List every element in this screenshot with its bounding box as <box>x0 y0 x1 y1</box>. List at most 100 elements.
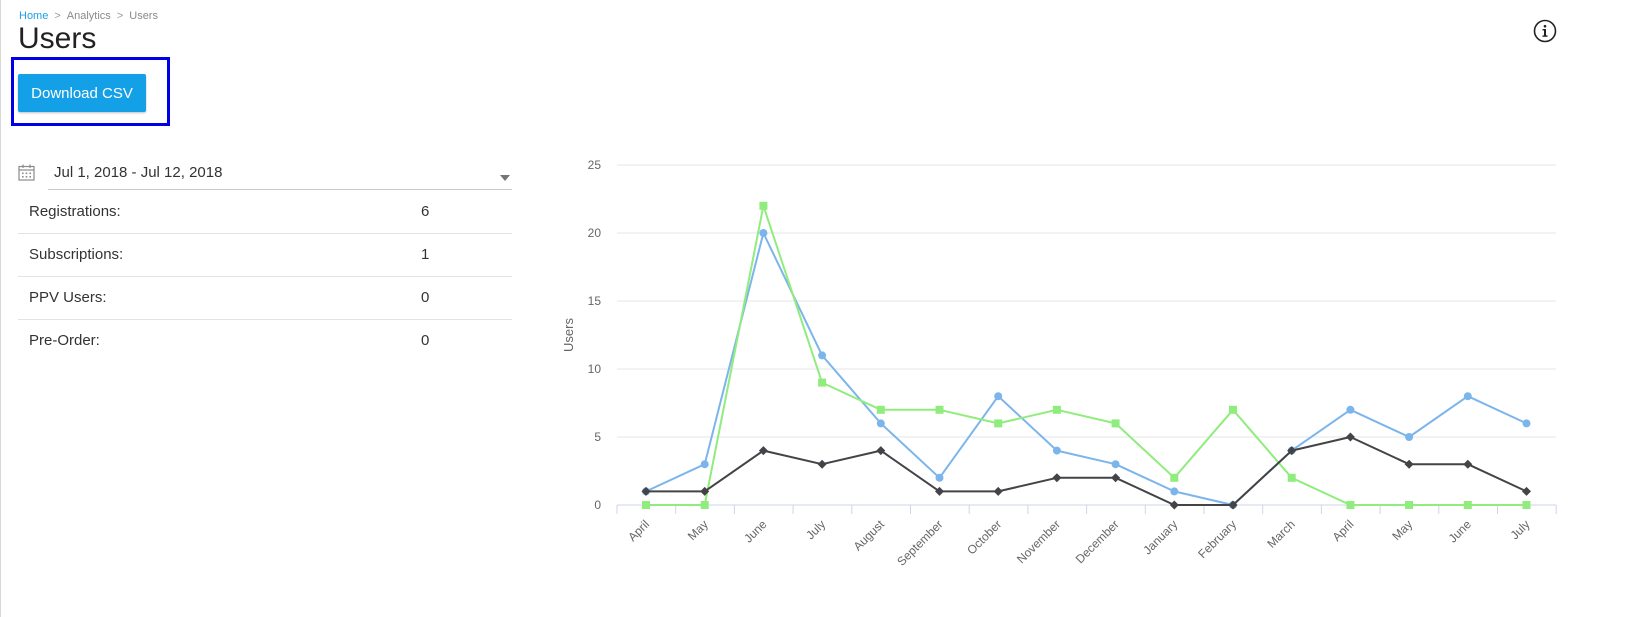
data-point <box>642 501 650 509</box>
data-point <box>876 405 885 414</box>
chevron-down-icon[interactable] <box>500 174 510 181</box>
stat-value: 0 <box>421 332 430 349</box>
data-point <box>876 446 886 456</box>
stat-label: Registrations: <box>29 203 121 220</box>
data-point <box>935 405 944 414</box>
stat-value: 6 <box>421 203 430 220</box>
stats-table: Registrations: 6 Subscriptions: 1 PPV Us… <box>18 191 512 362</box>
data-point <box>1111 460 1120 469</box>
data-point <box>1052 405 1061 414</box>
data-point <box>1405 433 1414 441</box>
stat-row-registrations: Registrations: 6 <box>18 191 512 234</box>
date-range-value: Jul 1, 2018 - Jul 12, 2018 <box>54 164 223 181</box>
x-tick-label: July <box>803 517 828 542</box>
data-point <box>1346 405 1355 414</box>
data-point <box>1052 473 1062 483</box>
data-point <box>1170 487 1179 496</box>
y-tick-label: 5 <box>594 430 601 444</box>
x-tick-label: October <box>964 517 1004 557</box>
data-point <box>935 486 944 496</box>
data-point <box>818 378 827 387</box>
calendar-icon[interactable] <box>18 164 35 181</box>
data-point <box>1522 501 1531 509</box>
data-point <box>1463 501 1472 509</box>
x-tick-label: April <box>625 517 652 544</box>
breadcrumb-analytics[interactable]: Analytics <box>66 10 111 22</box>
stat-value: 1 <box>421 246 430 263</box>
stat-label: Pre-Order: <box>29 332 100 349</box>
data-point <box>1522 419 1531 428</box>
x-tick-label: September <box>894 517 945 568</box>
data-point <box>1170 473 1179 482</box>
y-tick-label: 20 <box>588 226 602 240</box>
x-tick-label: April <box>1330 517 1357 544</box>
date-range-select[interactable]: Jul 1, 2018 - Jul 12, 2018 <box>48 156 512 190</box>
page-left-border <box>0 0 1 617</box>
x-tick-label: August <box>851 517 888 554</box>
stat-row-subscriptions: Subscriptions: 1 <box>18 234 512 277</box>
data-point <box>1229 405 1237 414</box>
series-line-1 <box>646 204 1527 506</box>
data-point <box>993 486 1003 496</box>
y-tick-label: 0 <box>594 498 601 512</box>
stat-value: 0 <box>421 289 430 306</box>
data-point <box>1169 500 1179 510</box>
data-point <box>1404 459 1414 469</box>
highlight-box <box>11 57 170 126</box>
stat-label: Subscriptions: <box>29 246 124 263</box>
data-point <box>758 446 768 456</box>
data-point <box>994 392 1003 401</box>
page-title: Users <box>18 22 97 55</box>
data-point <box>1463 459 1473 469</box>
y-tick-label: 25 <box>588 158 602 172</box>
x-tick-label: February <box>1195 517 1239 561</box>
x-tick-label: July <box>1508 517 1533 542</box>
data-point <box>1345 432 1355 442</box>
data-point <box>994 419 1003 428</box>
data-point <box>935 473 944 482</box>
data-point <box>1111 473 1121 483</box>
data-point <box>1052 446 1061 455</box>
stat-row-ppv-users: PPV Users: 0 <box>18 277 512 320</box>
breadcrumb-current: Users <box>129 10 158 22</box>
x-tick-label: March <box>1264 517 1297 550</box>
x-tick-label: June <box>741 517 770 546</box>
breadcrumb-separator: > <box>116 10 124 22</box>
data-point <box>876 419 885 428</box>
data-point <box>1463 392 1472 401</box>
data-point <box>700 501 709 509</box>
date-range-filter: Jul 1, 2018 - Jul 12, 2018 <box>18 156 512 190</box>
data-point <box>700 486 710 496</box>
x-tick-label: January <box>1140 517 1180 557</box>
breadcrumb-separator: > <box>54 10 61 22</box>
data-point <box>759 229 768 237</box>
download-csv-button[interactable]: Download CSV <box>18 74 146 112</box>
data-point <box>818 351 827 360</box>
data-point <box>1287 446 1297 456</box>
info-icon[interactable] <box>1533 19 1557 43</box>
data-point <box>1287 473 1296 482</box>
x-tick-label: May <box>1389 517 1415 543</box>
x-tick-label: December <box>1073 517 1122 566</box>
data-point <box>1346 501 1355 509</box>
data-point <box>1228 500 1238 510</box>
y-axis-title: Users <box>561 318 576 352</box>
stat-label: PPV Users: <box>29 289 107 306</box>
data-point <box>641 486 651 496</box>
breadcrumb: Home > Analytics > Users <box>19 10 158 22</box>
data-point <box>1111 419 1120 428</box>
y-tick-label: 15 <box>588 294 602 308</box>
x-tick-label: November <box>1014 517 1063 566</box>
data-point <box>817 459 827 469</box>
data-point <box>759 201 768 210</box>
x-tick-label: June <box>1446 517 1475 546</box>
data-point <box>1405 501 1414 509</box>
stat-row-pre-order: Pre-Order: 0 <box>18 320 512 362</box>
series-line-2 <box>646 436 1527 506</box>
data-point <box>1522 486 1531 496</box>
breadcrumb-home-link[interactable]: Home <box>19 10 49 22</box>
x-tick-label: May <box>685 517 711 543</box>
data-point <box>700 460 709 469</box>
y-tick-label: 10 <box>588 362 602 376</box>
